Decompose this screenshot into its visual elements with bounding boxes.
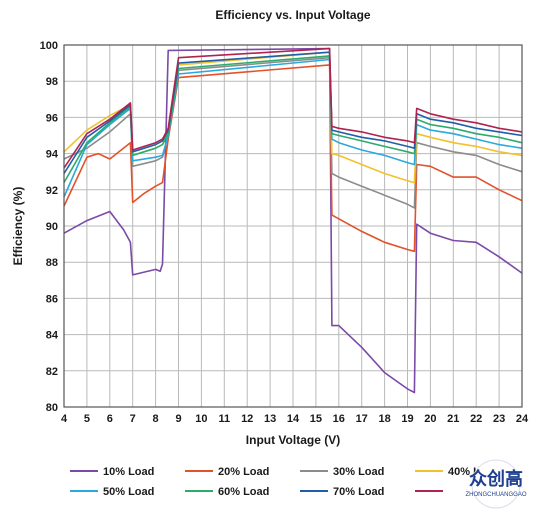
x-tick-label: 9	[175, 413, 181, 425]
chart-title: Efficiency vs. Input Voltage	[215, 8, 370, 22]
x-tick-label: 14	[287, 413, 300, 425]
plot-frame	[63, 44, 523, 408]
y-tick-label: 96	[46, 112, 58, 124]
x-tick-label: 18	[378, 413, 390, 425]
watermark-subtext: ZHONGCHUANGGAO	[465, 492, 526, 498]
legend-label-7: 70% Load	[333, 486, 384, 498]
x-tick-label: 16	[333, 413, 345, 425]
y-tick-labels: 80 82 84 86 88 90 92 94 96 98 100	[40, 40, 59, 414]
x-tick-label: 6	[107, 413, 113, 425]
x-tick-label: 21	[447, 413, 459, 425]
x-tick-label: 13	[264, 413, 276, 425]
grid-lines	[63, 44, 523, 408]
y-tick-label: 80	[46, 402, 58, 414]
y-tick-label: 84	[46, 330, 59, 342]
x-tick-label: 7	[130, 413, 136, 425]
legend-label-3: 30% Load	[333, 466, 384, 478]
x-tick-label: 22	[470, 413, 482, 425]
x-tick-label: 20	[424, 413, 436, 425]
x-tick-label: 11	[218, 413, 230, 425]
x-tick-label: 5	[84, 413, 90, 425]
x-axis-label: Input Voltage (V)	[246, 433, 340, 447]
x-tick-label: 19	[401, 413, 413, 425]
x-tick-label: 15	[310, 413, 322, 425]
series-lines	[63, 47, 523, 394]
y-tick-label: 90	[46, 221, 58, 233]
x-tick-label: 17	[356, 413, 368, 425]
y-tick-label: 94	[46, 149, 59, 161]
x-tick-label: 10	[195, 413, 207, 425]
series-line-8	[63, 47, 523, 169]
legend-label-5: 50% Load	[103, 486, 154, 498]
legend-label-2: 20% Load	[218, 466, 269, 478]
legend-label-1: 10% Load	[103, 466, 154, 478]
x-tick-label: 23	[493, 413, 505, 425]
watermark-text: 众创高	[469, 468, 523, 489]
watermark-logo: 众创高 ZHONGCHUANGGAO	[465, 459, 527, 509]
x-tick-labels: 4 5 6 7 8 9 10 11 12 13 14 15 16 17 18 19 20 21 22 23 24	[61, 413, 529, 425]
y-tick-label: 86	[46, 293, 58, 305]
x-tick-label: 8	[153, 413, 159, 425]
x-tick-label: 24	[516, 413, 529, 425]
y-axis-label: Efficiency (%)	[11, 187, 25, 266]
series-line-1	[63, 47, 523, 394]
y-tick-label: 98	[46, 76, 58, 88]
x-tick-label: 4	[61, 413, 68, 425]
y-tick-label: 88	[46, 257, 58, 269]
legend-label-6: 60% Load	[218, 486, 269, 498]
y-tick-label: 92	[46, 185, 58, 197]
y-tick-label: 100	[40, 40, 58, 52]
x-tick-label: 12	[241, 413, 253, 425]
y-tick-label: 82	[46, 366, 58, 378]
